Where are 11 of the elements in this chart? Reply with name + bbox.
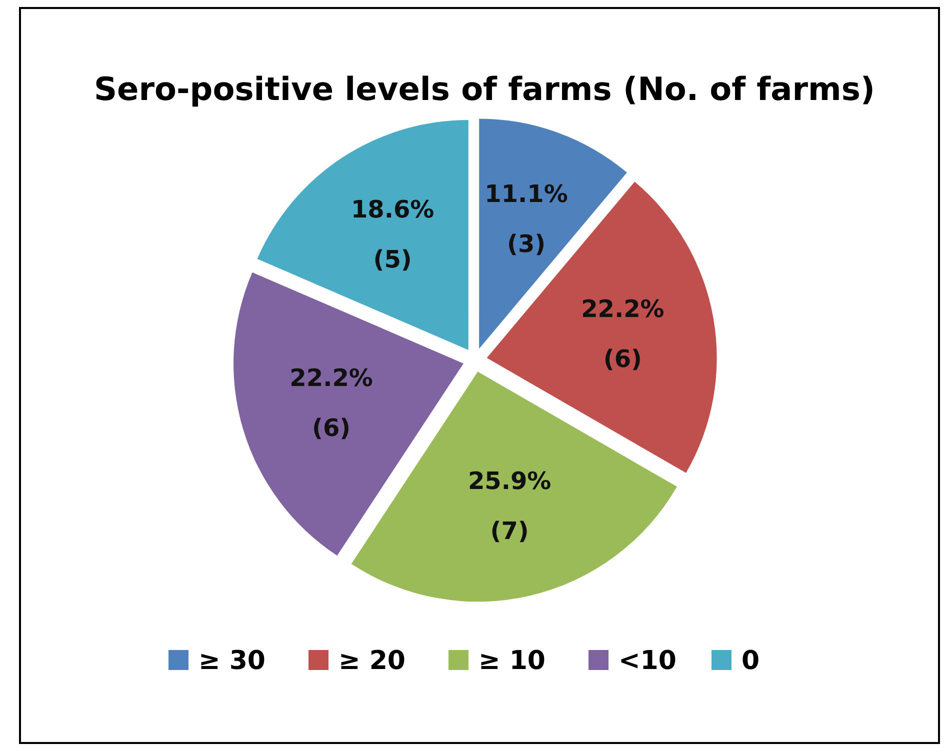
data-label: 11.1% (3)	[484, 180, 568, 258]
data-label: 22.2% (6)	[581, 294, 664, 373]
legend-label: ≥ 30	[198, 646, 266, 676]
chart-title: Sero-positive levels of farms (No. of farms)	[94, 70, 875, 108]
legend-label: 0	[742, 646, 760, 676]
data-label: 25.9% (7)	[468, 466, 552, 545]
legend-label: <10	[618, 646, 676, 676]
legend-label: ≥ 10	[478, 646, 546, 676]
legend-label: ≥ 20	[338, 646, 406, 676]
data-label: 22.2% (6)	[290, 364, 373, 442]
data-label: 18.6% (5)	[350, 196, 434, 274]
